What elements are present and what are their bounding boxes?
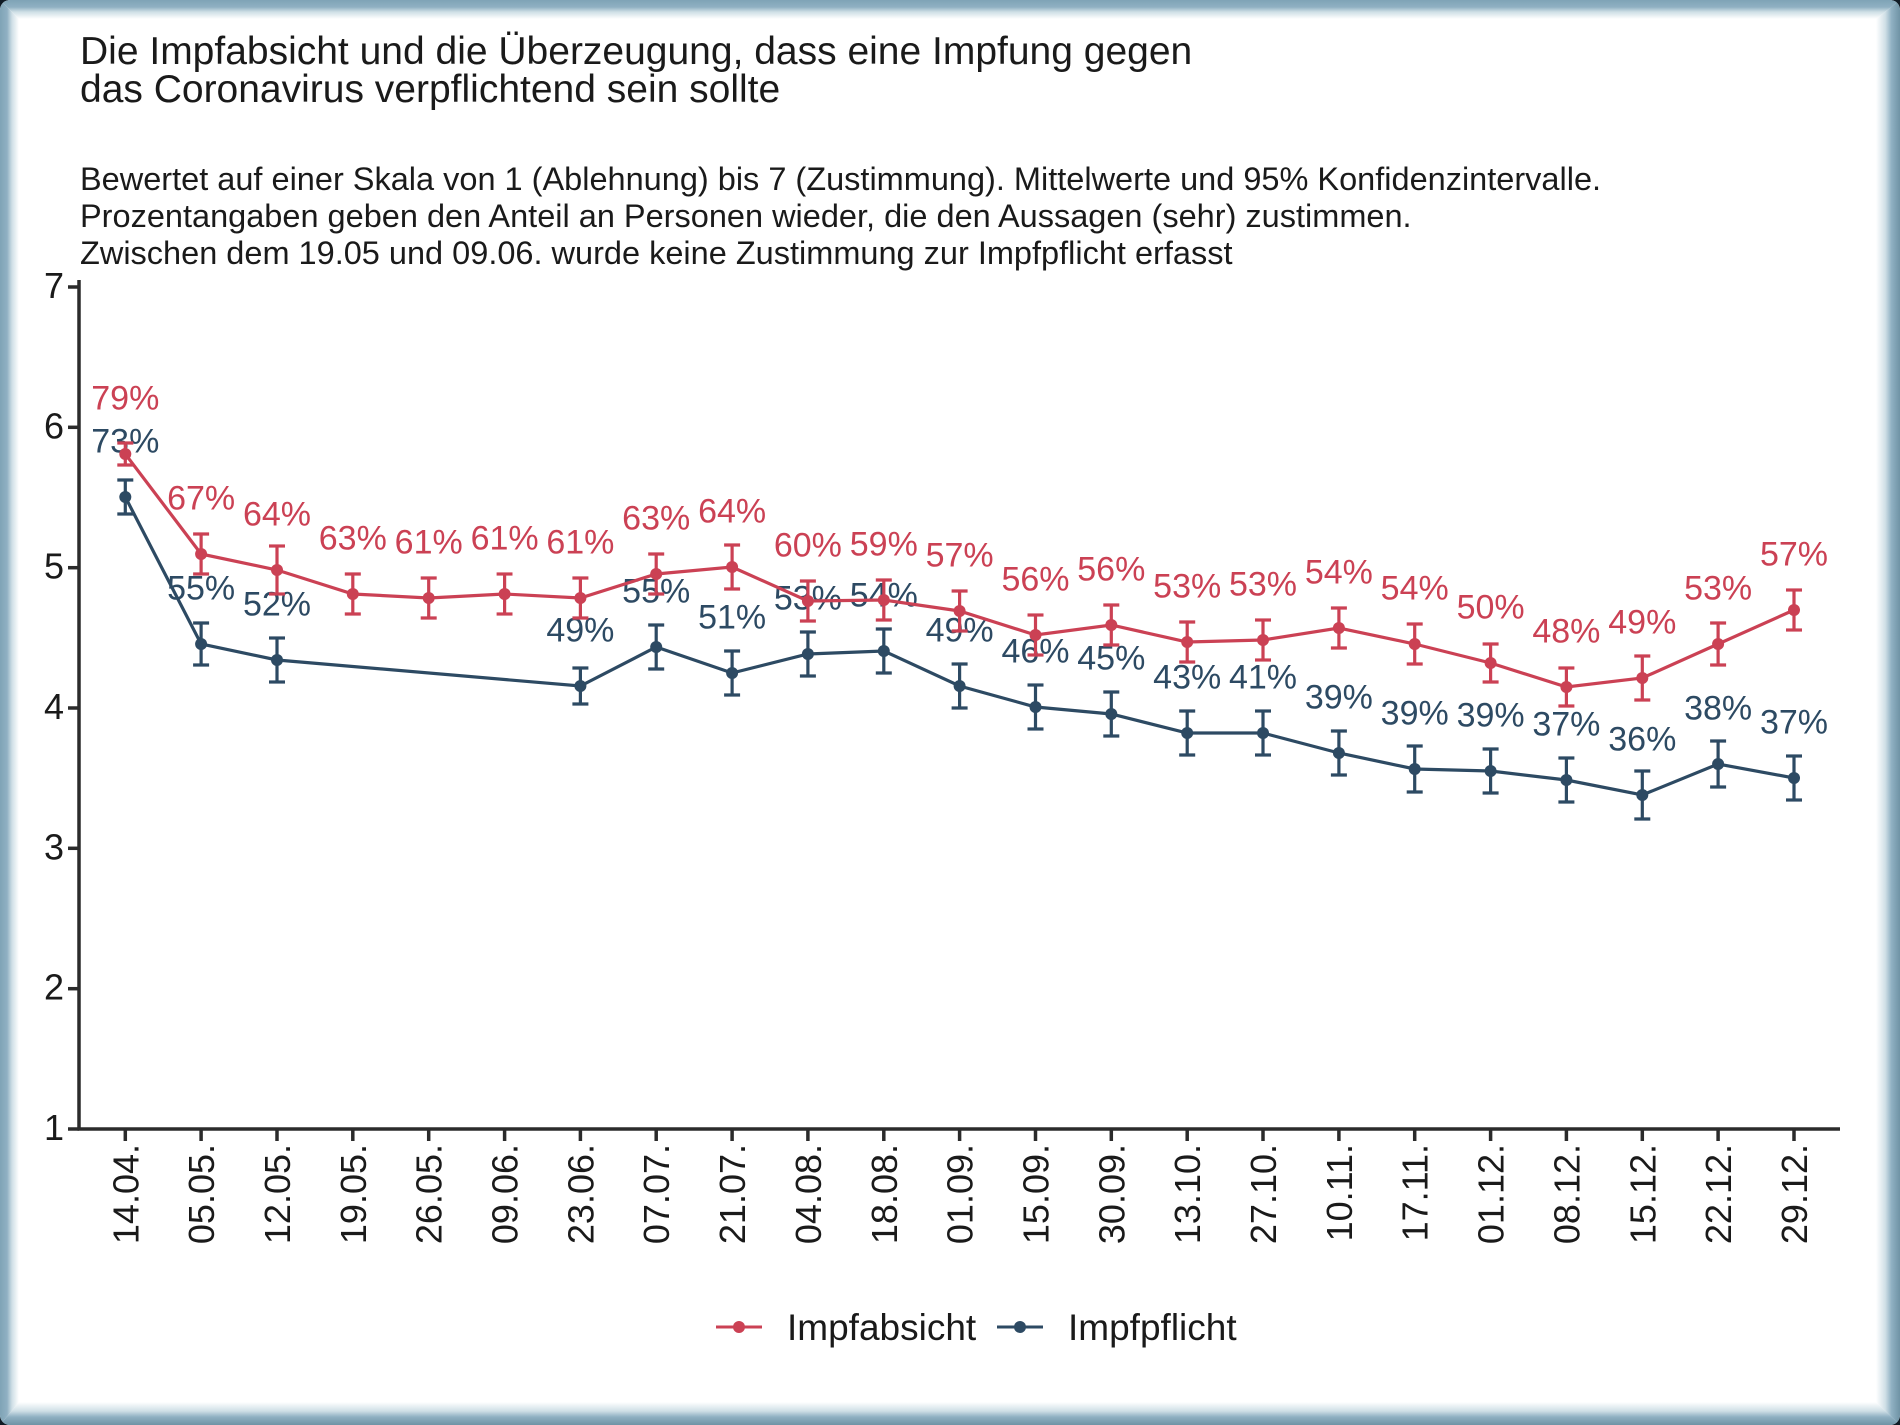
svg-text:64%: 64% (243, 495, 311, 533)
svg-text:59%: 59% (850, 525, 918, 563)
svg-text:Prozentangaben geben den Antei: Prozentangaben geben den Anteil an Perso… (80, 198, 1412, 234)
svg-text:04.08.: 04.08. (788, 1144, 829, 1244)
svg-text:5: 5 (44, 546, 64, 587)
svg-text:Die Impfabsicht und die Überze: Die Impfabsicht und die Überzeugung, das… (80, 30, 1192, 73)
svg-text:12.05.: 12.05. (257, 1144, 298, 1244)
svg-text:79%: 79% (91, 379, 159, 417)
svg-text:4: 4 (44, 686, 64, 727)
svg-text:29.12.: 29.12. (1774, 1144, 1815, 1244)
svg-text:39%: 39% (1381, 694, 1449, 732)
svg-text:53%: 53% (1153, 567, 1221, 605)
svg-text:39%: 39% (1305, 678, 1373, 716)
svg-text:3: 3 (44, 826, 64, 867)
svg-text:08.12.: 08.12. (1546, 1144, 1587, 1244)
svg-text:63%: 63% (622, 499, 690, 537)
svg-text:61%: 61% (395, 523, 463, 561)
svg-text:das Coronavirus verpflichtend: das Coronavirus verpflichtend sein sollt… (80, 68, 780, 111)
svg-text:2: 2 (44, 967, 64, 1008)
svg-text:15.12.: 15.12. (1622, 1144, 1663, 1244)
svg-text:50%: 50% (1457, 588, 1525, 626)
svg-text:64%: 64% (698, 492, 766, 530)
svg-text:Impfpflicht: Impfpflicht (1068, 1307, 1237, 1348)
svg-text:48%: 48% (1532, 612, 1600, 650)
svg-text:36%: 36% (1608, 720, 1676, 758)
svg-text:21.07.: 21.07. (712, 1144, 753, 1244)
svg-text:53%: 53% (1684, 569, 1752, 607)
svg-text:54%: 54% (1381, 569, 1449, 607)
svg-text:67%: 67% (167, 479, 235, 517)
svg-text:Impfabsicht: Impfabsicht (787, 1307, 977, 1348)
svg-text:23.06.: 23.06. (560, 1144, 601, 1244)
svg-text:27.10.: 27.10. (1243, 1144, 1284, 1244)
svg-text:Bewertet auf einer Skala von 1: Bewertet auf einer Skala von 1 (Ablehnun… (80, 161, 1601, 197)
svg-text:30.09.: 30.09. (1091, 1144, 1132, 1244)
svg-text:17.11.: 17.11. (1395, 1144, 1436, 1241)
svg-text:61%: 61% (546, 523, 614, 561)
svg-text:19.05.: 19.05. (333, 1144, 374, 1244)
svg-text:38%: 38% (1684, 689, 1752, 727)
svg-text:15.09.: 15.09. (1016, 1144, 1057, 1244)
svg-text:13.10.: 13.10. (1167, 1144, 1208, 1244)
svg-text:63%: 63% (319, 519, 387, 557)
svg-text:18.08.: 18.08. (864, 1144, 905, 1244)
svg-text:37%: 37% (1532, 705, 1600, 743)
svg-text:09.06.: 09.06. (485, 1144, 526, 1244)
svg-text:61%: 61% (471, 519, 539, 557)
svg-text:53%: 53% (1229, 565, 1297, 603)
svg-text:1: 1 (44, 1107, 64, 1148)
svg-text:55%: 55% (167, 569, 235, 607)
svg-text:49%: 49% (1608, 603, 1676, 641)
svg-text:54%: 54% (1305, 553, 1373, 591)
svg-text:6: 6 (44, 405, 64, 446)
svg-text:56%: 56% (1077, 550, 1145, 588)
svg-text:43%: 43% (1153, 658, 1221, 696)
svg-text:Zwischen dem 19.05 und 09.06.: Zwischen dem 19.05 und 09.06. wurde kein… (80, 235, 1233, 271)
svg-text:10.11.: 10.11. (1319, 1144, 1360, 1241)
svg-text:41%: 41% (1229, 658, 1297, 696)
svg-text:01.12.: 01.12. (1471, 1144, 1512, 1244)
svg-text:56%: 56% (1001, 560, 1069, 598)
svg-text:22.12.: 22.12. (1698, 1144, 1739, 1244)
svg-text:07.07.: 07.07. (636, 1144, 677, 1244)
svg-text:57%: 57% (926, 536, 994, 574)
svg-text:37%: 37% (1760, 703, 1828, 741)
svg-text:26.05.: 26.05. (409, 1144, 450, 1244)
svg-text:7: 7 (44, 265, 64, 306)
svg-text:01.09.: 01.09. (940, 1144, 981, 1244)
svg-text:60%: 60% (774, 526, 842, 564)
svg-text:14.04.: 14.04. (105, 1144, 146, 1244)
svg-text:05.05.: 05.05. (181, 1144, 222, 1244)
svg-text:51%: 51% (698, 598, 766, 636)
svg-text:39%: 39% (1457, 696, 1525, 734)
svg-text:57%: 57% (1760, 535, 1828, 573)
